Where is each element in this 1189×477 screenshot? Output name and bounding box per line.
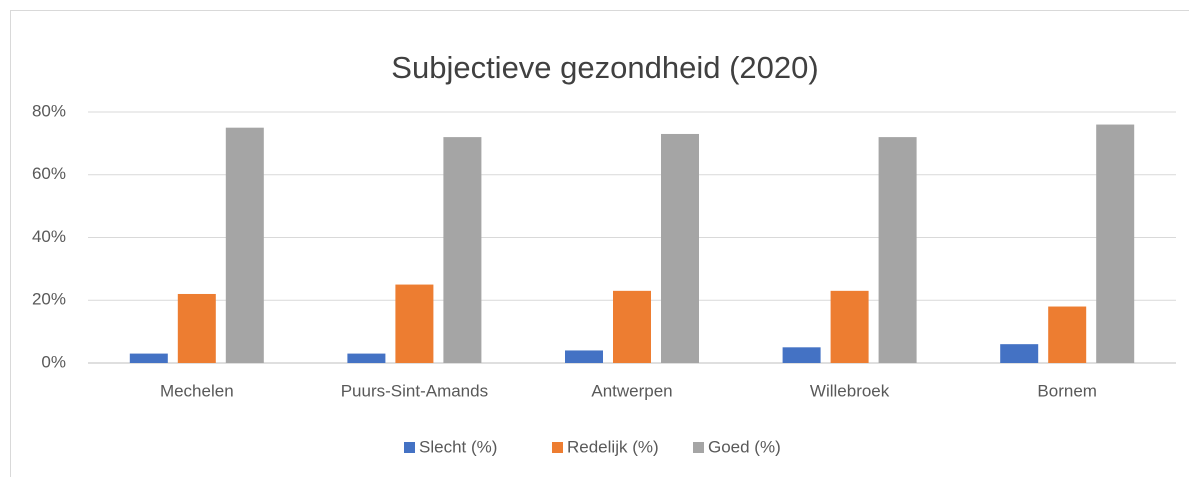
y-tick-label: 0% <box>41 352 66 371</box>
x-tick-label: Puurs-Sint-Amands <box>341 381 488 400</box>
bar <box>347 353 386 363</box>
y-tick-label: 60% <box>32 164 66 183</box>
bar <box>661 133 699 363</box>
bar <box>225 127 264 363</box>
bar <box>129 353 168 363</box>
chart-title: Subjectieve gezondheid (2020) <box>391 50 818 85</box>
bar <box>878 137 917 363</box>
legend-swatch <box>693 442 704 453</box>
x-tick-label: Mechelen <box>160 381 234 400</box>
bar <box>177 293 216 363</box>
x-tick-label: Antwerpen <box>591 381 672 400</box>
bar <box>1096 124 1135 363</box>
x-tick-label: Willebroek <box>810 381 890 400</box>
x-tick-label: Bornem <box>1037 381 1097 400</box>
bar <box>830 290 869 363</box>
y-tick-label: 20% <box>32 290 66 309</box>
bar <box>1048 306 1087 363</box>
legend-label: Slecht (%) <box>419 437 497 456</box>
legend-swatch <box>552 442 563 453</box>
y-tick-label: 80% <box>32 101 66 120</box>
bar <box>443 137 482 363</box>
legend-label: Redelijk (%) <box>567 437 659 456</box>
bar <box>395 284 434 363</box>
legend-label: Goed (%) <box>708 437 781 456</box>
bar <box>565 350 603 363</box>
bar <box>613 290 651 363</box>
legend-swatch <box>404 442 415 453</box>
bar <box>1000 344 1039 363</box>
y-tick-label: 40% <box>32 227 66 246</box>
bar <box>782 347 821 363</box>
